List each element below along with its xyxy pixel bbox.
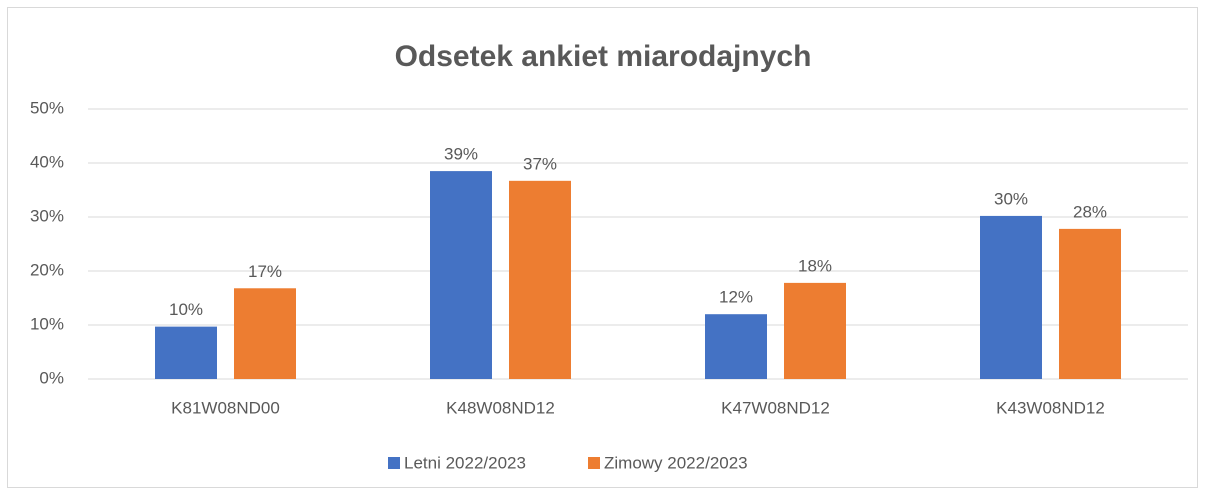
y-tick-label: 50% [30, 98, 64, 117]
data-label: 37% [523, 154, 557, 173]
y-tick-label: 10% [30, 314, 64, 333]
bar [1059, 228, 1121, 379]
data-label: 39% [444, 145, 478, 164]
y-tick-label: 0% [39, 368, 64, 387]
legend-swatch [388, 457, 400, 469]
legend-label: Zimowy 2022/2023 [604, 453, 748, 472]
bar [430, 171, 492, 379]
bar [980, 215, 1042, 379]
x-tick-label: K81W08ND00 [171, 398, 280, 417]
bar [234, 288, 296, 379]
data-label: 30% [994, 189, 1028, 208]
x-tick-label: K47W08ND12 [721, 398, 830, 417]
data-label: 18% [798, 256, 832, 275]
chart-title: Odsetek ankiet miarodajnych [395, 40, 812, 73]
data-label: 28% [1073, 202, 1107, 221]
x-tick-label: K43W08ND12 [996, 398, 1105, 417]
legend-label: Letni 2022/2023 [404, 453, 526, 472]
data-label: 17% [248, 262, 282, 281]
bar [784, 282, 846, 379]
data-label: 12% [719, 288, 753, 307]
bar [509, 180, 571, 379]
x-tick-label: K48W08ND12 [446, 398, 555, 417]
y-tick-label: 30% [30, 206, 64, 225]
bar [705, 314, 767, 379]
legend-swatch [588, 457, 600, 469]
y-tick-label: 20% [30, 260, 64, 279]
data-label: 10% [169, 300, 203, 319]
bar [155, 326, 217, 379]
y-tick-label: 40% [30, 152, 64, 171]
